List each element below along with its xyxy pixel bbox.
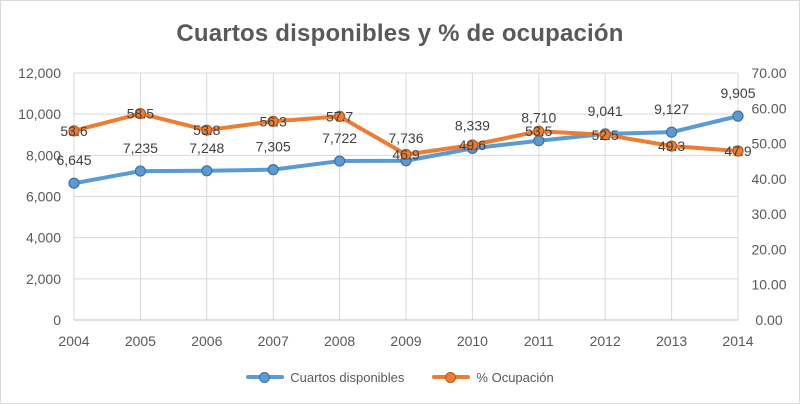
data-point: [599, 129, 611, 141]
x-axis-tick-label: 2012: [590, 333, 621, 349]
y-axis-left-tick-label: 8,000: [26, 147, 61, 163]
data-point: [334, 110, 346, 123]
y-axis-left-tick-label: 4,000: [26, 230, 61, 246]
data-label: 46.9: [392, 147, 419, 163]
y-axis-right-tick-label: 70.00: [751, 65, 786, 81]
legend-label: % Ocupación: [476, 369, 554, 385]
data-label: 7,248: [189, 140, 224, 156]
y-axis-right-tick-label: 50.00: [751, 136, 786, 152]
data-label: 47.9: [724, 143, 751, 159]
y-axis-right-tick-label: 40.00: [751, 171, 786, 187]
x-axis-tick-label: 2011: [524, 333, 554, 349]
x-axis-tick-label: 2007: [258, 333, 289, 349]
legend: Cuartos disponibles % Ocupación: [1, 366, 799, 388]
data-point: [134, 107, 146, 120]
data-label: 6,645: [56, 152, 91, 168]
legend-label: Cuartos disponibles: [290, 369, 405, 385]
data-label: 7,235: [123, 140, 158, 156]
data-label: 8,710: [521, 110, 556, 126]
series-ocupacion: [68, 107, 744, 161]
chart-title: Cuartos disponibles y % de ocupación: [176, 20, 624, 47]
y-axis-left-tick-label: 12,000: [18, 65, 61, 81]
data-label: 7,722: [322, 130, 357, 146]
gridlines: [73, 72, 739, 321]
data-label: 9,127: [654, 101, 689, 117]
data-point: [533, 125, 545, 137]
data-label: 49.6: [459, 137, 486, 153]
data-label: 57.7: [326, 108, 353, 124]
data-point: [732, 110, 744, 122]
data-point: [400, 148, 412, 161]
data-label: 8,339: [455, 117, 490, 133]
data-point: [267, 164, 279, 176]
data-labels-ocupacion: 53.6 58.5 53.8 56.3 57.7 46.9 49.6 53.5 52.5 49.3…: [60, 106, 751, 163]
data-label: 53.5: [525, 123, 552, 139]
x-axis-tick-label: 2010: [457, 333, 488, 349]
y-axis-right-tick-label: 20.00: [751, 241, 786, 257]
data-point: [466, 139, 478, 151]
x-axis-tick-label: 2009: [390, 333, 421, 349]
data-point: [68, 125, 80, 137]
data-labels-cuartos-disponibles: 6,645 7,235 7,248 7,305 7,722 7,736 8,339 8,710…: [56, 85, 755, 168]
x-axis-tick-label: 2008: [324, 333, 355, 349]
axis-tick-labels: 0 2,000 4,000 6,000 8,000 10,000 12,000 0.00 10.…: [18, 65, 787, 349]
data-point: [201, 165, 213, 177]
y-axis-right-tick-label: 60.00: [751, 100, 786, 116]
x-axis-tick-label: 2014: [722, 333, 753, 349]
data-label: 53.6: [60, 123, 87, 139]
data-point: [201, 124, 213, 136]
y-axis-right-tick-label: 0.00: [755, 312, 782, 328]
data-point: [334, 155, 346, 167]
y-axis-right-tick-label: 30.00: [751, 206, 786, 222]
legend-item-cuartos-disponibles: Cuartos disponibles: [246, 370, 404, 385]
legend-dot-swatch: [445, 371, 457, 383]
y-axis-left-tick-label: 2,000: [26, 271, 61, 287]
data-label: 7,305: [256, 139, 291, 155]
line-marker-icon: [432, 371, 471, 383]
data-label: 58.5: [127, 106, 154, 122]
data-point: [732, 145, 744, 157]
y-axis-left-tick-label: 0: [53, 312, 61, 328]
line-marker-icon: [246, 371, 285, 383]
data-label: 56.3: [260, 113, 287, 129]
x-axis-tick-label: 2005: [125, 333, 156, 349]
x-axis-tick-label: 2013: [656, 333, 687, 349]
data-label: 9,041: [588, 103, 623, 119]
data-label: 7,736: [388, 130, 423, 146]
data-label: 52.5: [592, 127, 619, 143]
data-label: 49.3: [658, 138, 685, 154]
data-label: 9,905: [720, 85, 755, 101]
data-point: [267, 115, 279, 127]
data-point: [68, 177, 80, 189]
legend-dot-swatch: [259, 371, 271, 383]
x-axis-tick-label: 2004: [58, 333, 89, 349]
x-axis-tick-label: 2006: [191, 333, 222, 349]
data-point: [665, 126, 678, 138]
legend-item-ocupacion: % Ocupación: [432, 369, 554, 385]
data-point: [134, 165, 146, 177]
data-point: [665, 140, 678, 152]
data-label: 53.8: [193, 122, 220, 138]
y-axis-left-tick-label: 10,000: [18, 106, 61, 122]
y-axis-left-tick-label: 6,000: [26, 189, 61, 205]
y-axis-right-tick-label: 10.00: [751, 277, 786, 293]
